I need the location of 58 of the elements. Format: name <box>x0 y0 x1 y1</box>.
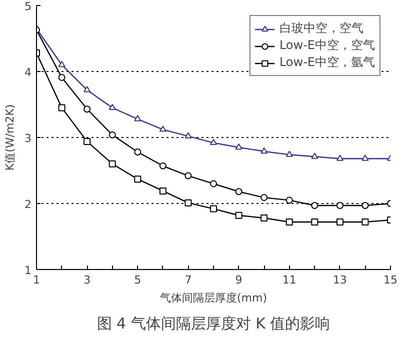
point <box>210 205 217 212</box>
point <box>260 147 268 154</box>
point <box>134 176 142 183</box>
point <box>235 188 242 196</box>
point <box>311 218 318 226</box>
point <box>286 196 293 204</box>
point <box>159 187 166 194</box>
y-tick-label: 2 <box>24 198 32 211</box>
point <box>84 106 91 113</box>
point <box>210 180 217 188</box>
x-tick-label: 1 <box>33 274 40 286</box>
text: 图 4 气体间隔层厚度对 K 值的影响 <box>96 314 330 332</box>
x-tick-label: 3 <box>84 274 91 286</box>
point <box>336 154 344 161</box>
point <box>108 104 116 110</box>
point <box>362 202 369 209</box>
point <box>108 131 116 138</box>
legend-label: 白玻中空，空气 <box>279 20 364 37</box>
point <box>311 152 318 159</box>
point <box>235 143 242 150</box>
x-tick-label: 7 <box>184 274 192 286</box>
point <box>286 218 293 226</box>
point <box>286 150 293 157</box>
point <box>134 115 142 122</box>
point <box>134 148 142 156</box>
point <box>184 172 192 180</box>
x-tick-label: 9 <box>235 274 242 286</box>
x-tick-label: 13 <box>332 274 347 286</box>
legend-label: Low-E中空，空气 <box>279 37 375 54</box>
point <box>311 202 318 209</box>
point <box>362 154 369 161</box>
x-axis-title: 气体间隔层厚度(mm) <box>160 292 268 304</box>
x-tick-label: 15 <box>384 274 398 286</box>
point <box>336 202 344 209</box>
point <box>260 214 268 222</box>
x-tick-label: 11 <box>282 274 296 286</box>
y-tick-label: 1 <box>24 264 32 277</box>
x-tick-label: 5 <box>134 274 142 286</box>
point <box>210 138 217 146</box>
legend-label: Low-E中空，氩气 <box>279 54 375 71</box>
point <box>260 194 268 202</box>
point <box>184 199 192 206</box>
point <box>84 138 91 145</box>
point <box>159 126 166 132</box>
point <box>184 132 192 138</box>
y-tick-label: 3 <box>24 132 32 145</box>
point <box>58 104 66 112</box>
point <box>108 160 116 168</box>
point <box>159 162 166 170</box>
point <box>58 74 66 81</box>
point <box>235 212 242 219</box>
y-tick-label: 4 <box>24 66 32 79</box>
point <box>336 218 344 226</box>
point <box>84 86 91 92</box>
point <box>362 218 369 226</box>
y-axis-title: K值(W/m2K) <box>4 104 16 171</box>
point <box>58 60 66 68</box>
y-tick-label: 5 <box>24 0 32 13</box>
